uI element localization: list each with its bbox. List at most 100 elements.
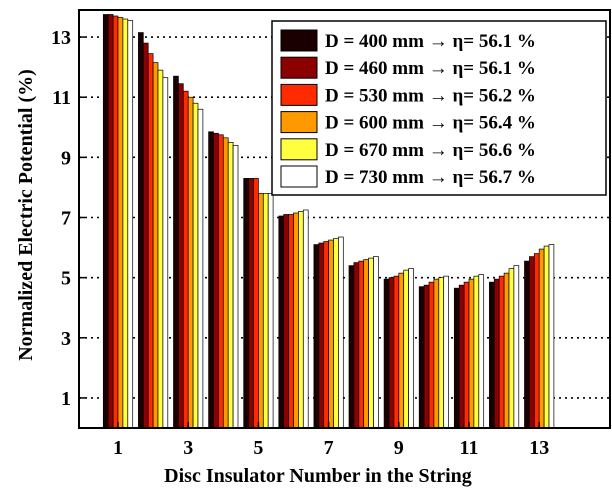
bar bbox=[112, 15, 119, 429]
bar bbox=[533, 253, 540, 429]
bar bbox=[398, 272, 405, 429]
bar bbox=[498, 275, 505, 429]
bar bbox=[373, 256, 379, 429]
bar bbox=[288, 214, 294, 429]
bar bbox=[363, 259, 369, 429]
bar bbox=[333, 238, 339, 429]
legend: D = 400 mm → η= 56.1 % D = 460 mm → η= 56… bbox=[271, 20, 607, 196]
legend-label: D = 400 mm → η= 56.1 % bbox=[325, 31, 536, 52]
bar bbox=[318, 242, 325, 429]
bar bbox=[262, 193, 269, 429]
bar bbox=[117, 17, 124, 429]
x-tick-label: 13 bbox=[529, 437, 549, 459]
bar bbox=[182, 90, 189, 429]
legend-swatch bbox=[280, 138, 318, 161]
bar bbox=[162, 77, 169, 429]
legend-label: D = 460 mm → η= 56.1 % bbox=[325, 58, 536, 79]
bar bbox=[267, 193, 274, 429]
bar bbox=[338, 236, 344, 429]
bar bbox=[433, 278, 440, 429]
y-tick-label: 3 bbox=[61, 328, 71, 350]
bar bbox=[453, 287, 460, 429]
y-tick-label: 13 bbox=[51, 27, 71, 49]
bar bbox=[328, 239, 334, 429]
bar bbox=[493, 278, 500, 429]
bar bbox=[232, 144, 239, 429]
legend-label: D = 730 mm → η= 56.7 % bbox=[325, 167, 536, 188]
x-tick-label: 7 bbox=[324, 437, 334, 459]
legend-swatch bbox=[280, 111, 318, 134]
bar bbox=[222, 137, 229, 429]
bar bbox=[423, 284, 430, 429]
bar bbox=[187, 96, 194, 429]
bar bbox=[403, 269, 409, 429]
bar bbox=[218, 134, 224, 429]
legend-label: D = 600 mm → η= 56.4 % bbox=[325, 113, 536, 134]
bar bbox=[529, 256, 535, 429]
bar bbox=[383, 278, 390, 429]
x-axis-label: Disc Insulator Number in the String bbox=[164, 465, 472, 487]
bar bbox=[393, 275, 400, 429]
legend-swatch bbox=[280, 56, 318, 79]
bar bbox=[178, 83, 184, 429]
bar bbox=[142, 42, 149, 429]
bar bbox=[508, 268, 515, 429]
bar bbox=[213, 132, 219, 429]
legend-swatch bbox=[280, 83, 318, 106]
y-tick-label: 7 bbox=[61, 207, 71, 229]
bar bbox=[248, 178, 254, 429]
plot-frame bbox=[78, 9, 611, 429]
bar bbox=[538, 248, 545, 429]
y-tick-label: 1 bbox=[61, 388, 71, 410]
legend-box bbox=[271, 20, 607, 196]
bar bbox=[253, 178, 259, 429]
bar bbox=[368, 257, 374, 429]
x-tick-label: 9 bbox=[394, 437, 404, 459]
bars bbox=[102, 14, 555, 429]
bar bbox=[258, 193, 264, 429]
bar bbox=[127, 20, 134, 429]
bar bbox=[478, 274, 485, 429]
bar bbox=[283, 214, 289, 429]
legend-label: D = 670 mm → η= 56.6 % bbox=[325, 140, 536, 161]
bar bbox=[298, 211, 304, 429]
bar bbox=[463, 281, 470, 429]
bar bbox=[489, 281, 495, 429]
bar bbox=[302, 209, 309, 429]
bar bbox=[473, 275, 480, 429]
x-tick-label: 3 bbox=[183, 437, 193, 459]
bar bbox=[107, 14, 114, 429]
x-tick-label: 11 bbox=[460, 437, 479, 459]
legend-label: D = 530 mm → η= 56.2 % bbox=[325, 85, 536, 106]
bar bbox=[418, 286, 425, 429]
bar bbox=[243, 178, 249, 429]
bar bbox=[227, 141, 234, 429]
y-tick-label: 5 bbox=[61, 268, 71, 290]
bar bbox=[503, 272, 510, 429]
bar bbox=[348, 265, 355, 429]
bar bbox=[152, 62, 159, 429]
y-tick-label: 9 bbox=[61, 147, 71, 169]
bar bbox=[173, 75, 179, 429]
bar bbox=[138, 32, 144, 429]
bar bbox=[157, 69, 164, 429]
bar bbox=[408, 268, 414, 429]
bar bbox=[197, 108, 204, 429]
bar bbox=[543, 245, 550, 429]
bar bbox=[524, 260, 530, 429]
bar bbox=[428, 281, 435, 429]
bar bbox=[353, 262, 360, 429]
bar bbox=[293, 212, 299, 429]
x-tick-label: 1 bbox=[113, 437, 123, 459]
bar bbox=[313, 244, 320, 429]
legend-swatch bbox=[280, 29, 318, 52]
y-axis-label: Normalized Electric Potential (%) bbox=[15, 69, 37, 361]
bar bbox=[388, 277, 395, 429]
bar bbox=[192, 102, 199, 429]
legend-swatch bbox=[280, 165, 318, 188]
bar bbox=[513, 265, 520, 429]
bar bbox=[358, 260, 365, 429]
